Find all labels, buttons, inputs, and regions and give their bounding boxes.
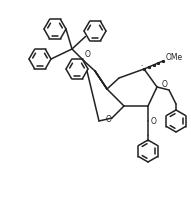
Text: O: O xyxy=(85,50,91,59)
Text: O: O xyxy=(151,116,157,125)
Text: O: O xyxy=(162,80,168,89)
Text: O: O xyxy=(105,115,111,124)
Text: ·: · xyxy=(140,63,142,69)
Text: ·: · xyxy=(154,87,156,93)
Text: OMe: OMe xyxy=(166,52,183,61)
Text: ·: · xyxy=(122,103,124,109)
